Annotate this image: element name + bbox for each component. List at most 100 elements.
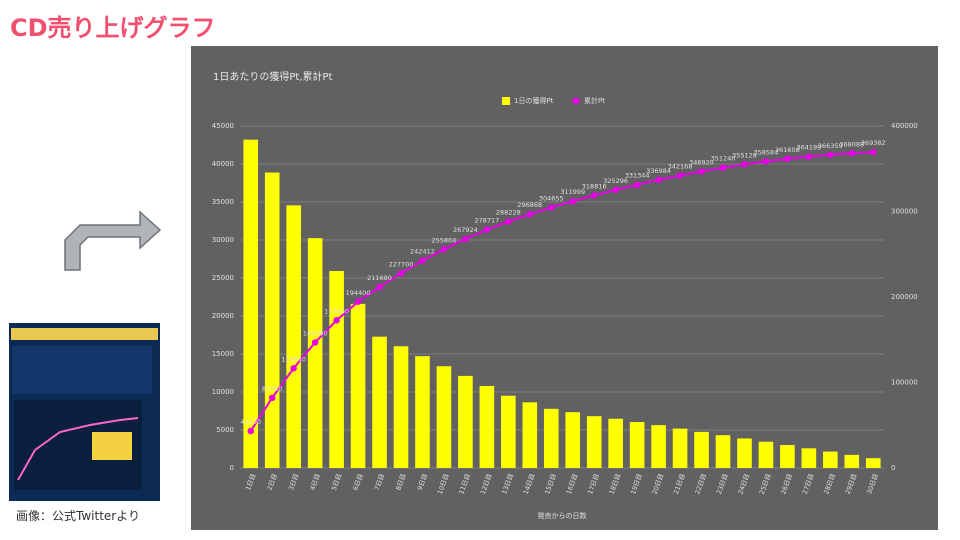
y2-tick-label: 200000 (891, 293, 918, 301)
y-tick-label: 30000 (212, 236, 234, 244)
data-label: 267924 (453, 226, 478, 234)
line-point (762, 158, 770, 165)
line-point (676, 172, 684, 179)
line-point (269, 394, 276, 402)
bar (307, 238, 323, 468)
y2-tick-label: 0 (891, 464, 895, 472)
thumbnail (9, 323, 160, 501)
data-label: 351240 (711, 155, 736, 163)
line-point (569, 198, 576, 205)
bar (415, 356, 430, 468)
bar (780, 445, 795, 468)
bar (458, 375, 473, 468)
data-label: 346920 (689, 158, 714, 166)
line-point (290, 365, 297, 372)
thumbnail-tv (92, 432, 132, 460)
bar (865, 458, 881, 468)
line-point (784, 155, 791, 163)
data-label: 366359 (818, 142, 843, 150)
bar (264, 172, 280, 468)
data-label: 172800 (324, 307, 349, 315)
legend-swatch (572, 97, 580, 105)
bar (586, 416, 602, 468)
line-point (805, 153, 813, 160)
line-point (333, 317, 340, 324)
image-caption: 画像：公式Twitterより (16, 509, 140, 523)
line-point (376, 283, 383, 291)
line-point (719, 164, 727, 171)
data-label: 146880 (303, 329, 328, 337)
bar (672, 428, 688, 468)
data-label: 318816 (582, 182, 607, 190)
data-label: 255804 (432, 236, 457, 244)
line-point (483, 226, 491, 233)
line-point (397, 270, 405, 277)
bar (565, 412, 581, 468)
line-point (612, 186, 619, 194)
line-point (505, 218, 512, 225)
bar (393, 346, 409, 468)
bar (823, 451, 838, 468)
line-point (698, 168, 705, 175)
data-label: 358584 (754, 148, 779, 156)
y-tick-label: 40000 (212, 160, 234, 168)
data-label: 278717 (474, 217, 499, 225)
bar (522, 402, 538, 468)
legend-swatch (502, 97, 510, 105)
y-tick-label: 5000 (216, 426, 234, 434)
data-label: 242412 (410, 248, 435, 256)
data-label: 342168 (668, 162, 693, 170)
thumbnail-banner (11, 328, 158, 340)
bar (608, 418, 623, 468)
data-label: 296868 (517, 201, 542, 209)
bar (436, 366, 452, 468)
bar (479, 385, 495, 468)
data-label: 116640 (281, 355, 306, 363)
data-label: 368088 (839, 140, 864, 148)
slide-title: CD売り上げグラフ (10, 14, 216, 42)
line-point (354, 298, 362, 305)
thumbnail-text-area (12, 346, 152, 394)
line-point (827, 151, 834, 158)
bar (801, 448, 817, 468)
data-label: 311999 (560, 188, 585, 196)
bar (286, 205, 301, 468)
y2-tick-label: 400000 (891, 122, 918, 130)
line-point (848, 150, 855, 157)
bar (243, 139, 259, 468)
bar (694, 431, 709, 468)
line-point (440, 246, 448, 253)
bar (629, 422, 645, 468)
bar (737, 438, 752, 468)
legend-label: 1日の獲得Pt (514, 96, 554, 105)
y-tick-label: 0 (230, 464, 234, 472)
line-point (462, 235, 469, 243)
line-point (591, 192, 598, 199)
data-label: 355128 (732, 151, 757, 159)
line-point (633, 181, 641, 188)
line (249, 151, 874, 432)
y2-tick-label: 100000 (891, 379, 918, 387)
line-point (311, 339, 319, 346)
bar (543, 408, 559, 468)
bar (715, 435, 731, 468)
line-point (655, 176, 662, 184)
data-label: 288228 (496, 209, 521, 217)
bar (758, 441, 774, 468)
data-label: 82080 (262, 385, 283, 393)
line-point (526, 210, 533, 218)
y-tick-label: 45000 (212, 122, 234, 130)
data-label: 227700 (389, 260, 414, 268)
y-tick-label: 15000 (212, 350, 234, 358)
y-tick-label: 35000 (212, 198, 234, 206)
bar (350, 303, 366, 468)
line-point (741, 161, 748, 168)
data-label: 331344 (625, 172, 650, 180)
bar (372, 336, 387, 468)
data-label: 304655 (539, 195, 564, 203)
data-label: 325296 (603, 177, 628, 185)
data-label: 364199 (796, 144, 821, 152)
y2-tick-label: 300000 (891, 208, 918, 216)
